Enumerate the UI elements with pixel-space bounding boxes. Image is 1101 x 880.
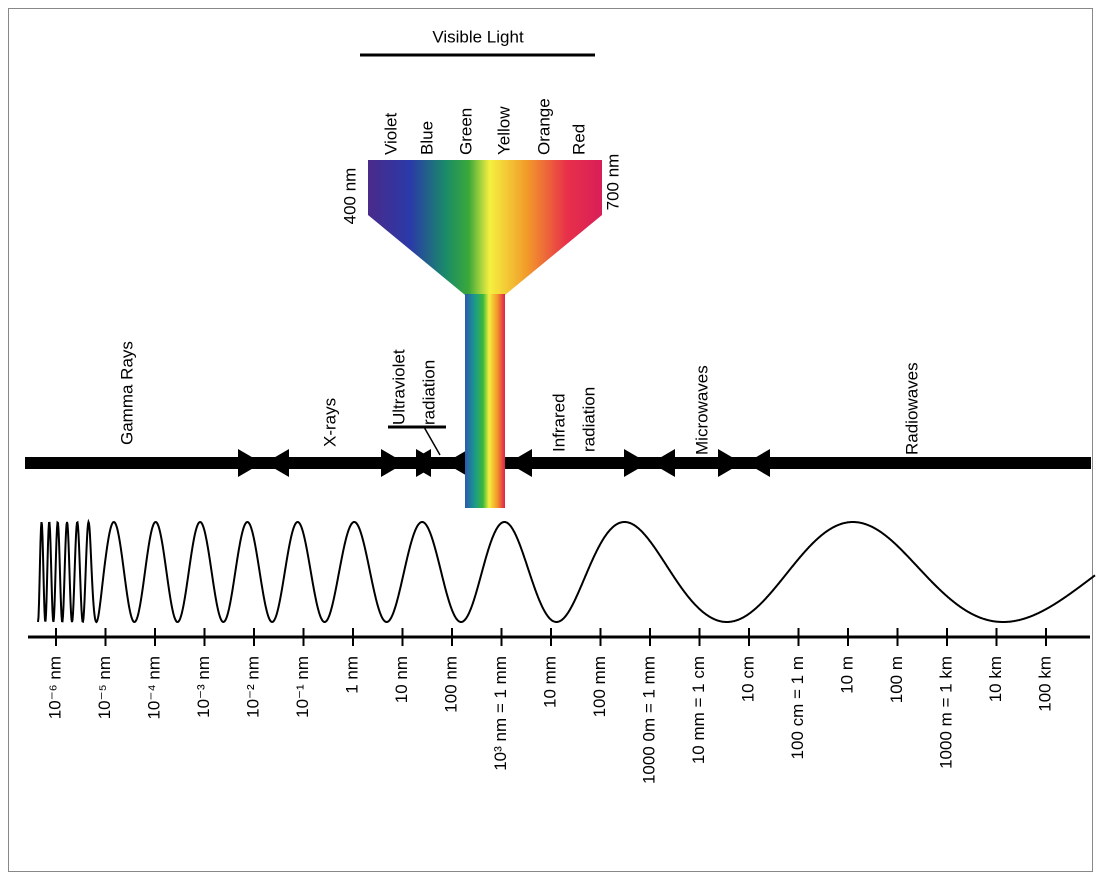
arrowhead	[508, 449, 532, 477]
scale-label: 10 mm = 1 cm	[689, 656, 708, 764]
wavelength-max: 700 nm	[603, 154, 622, 211]
scale-label: 10 km	[986, 656, 1005, 702]
frame	[8, 8, 1093, 872]
scale-label: 1 nm	[342, 656, 361, 694]
scale-label: 100 nm	[441, 656, 460, 713]
color-label: Yellow	[494, 106, 513, 155]
band-label: Radiowaves	[902, 362, 921, 455]
color-label: Blue	[417, 121, 436, 155]
visible-stem	[465, 294, 505, 508]
scale-label: 10⁻⁵ nm	[95, 656, 114, 719]
scale-label: 10⁻⁴ nm	[144, 656, 163, 720]
arrowhead	[238, 449, 262, 477]
scale-label: 10⁻³ nm	[194, 656, 213, 718]
band-label: Gamma Rays	[117, 341, 136, 445]
arrowhead	[651, 449, 675, 477]
scale-label: 100 cm = 1 m	[788, 656, 807, 759]
scale-label: 10⁻¹ nm	[293, 656, 312, 718]
scale-label: 100 mm	[590, 656, 609, 717]
visible-light-title: Visible Light	[432, 27, 524, 46]
arrowhead	[624, 449, 648, 477]
wavelength-min: 400 nm	[340, 168, 359, 225]
color-label: Red	[569, 124, 588, 155]
arrowhead	[381, 449, 405, 477]
arrowhead	[718, 449, 742, 477]
band-label: Microwaves	[692, 365, 711, 455]
scale-label: 1000 m = 1 km	[936, 656, 955, 769]
visible-funnel	[368, 160, 602, 295]
scale-label: 1000 0m = 1 mm	[639, 656, 658, 784]
arrowhead	[445, 449, 469, 477]
color-label: Green	[456, 108, 475, 155]
band-label: radiation	[579, 387, 598, 452]
band-bar	[25, 457, 1091, 469]
scale-label: 100 m	[887, 656, 906, 703]
arrowhead	[416, 449, 440, 477]
scale-label: 10 nm	[392, 656, 411, 703]
band-label: radiation	[419, 360, 438, 425]
band-label: X-rays	[320, 398, 339, 447]
color-label: Orange	[534, 98, 553, 155]
color-label: Violet	[381, 113, 400, 155]
scale-label: 10 cm	[738, 656, 757, 702]
scale-label: 10⁻² nm	[243, 656, 262, 718]
scale-label: 10 m	[837, 656, 856, 694]
wave	[37, 518, 1096, 624]
band-label: Ultraviolet	[389, 349, 408, 425]
labels: Violet Blue Green Yellow Orange Red 400 nm 700 …	[45, 98, 1054, 784]
scale-label: 10⁻⁶ nm	[45, 656, 64, 719]
scale-label: 100 km	[1035, 656, 1054, 712]
arrowhead	[746, 449, 770, 477]
scale-label: 10 mm	[540, 656, 559, 708]
band-label: Infrared	[549, 393, 568, 452]
scale-label: 10³ nm = 1 mm	[491, 656, 510, 771]
uv-pointer	[423, 426, 441, 456]
arrowhead	[265, 449, 289, 477]
arrowheads	[238, 449, 770, 477]
